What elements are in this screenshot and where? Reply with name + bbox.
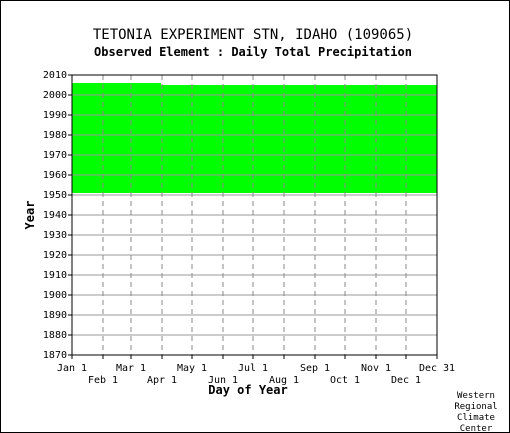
x-tick-label: Sep 1 [300,363,330,374]
y-tick-label: 1870 [43,350,67,361]
y-tick-label: 1950 [43,190,67,201]
x-tick-label: Dec 1 [391,375,421,386]
y-axis-label: Year [23,201,37,230]
x-tick-label: Jan 1 [57,363,87,374]
credit-line-1: Western [457,391,495,401]
x-tick-label: Aug 1 [269,375,299,386]
x-tick-label: Oct 1 [330,375,360,386]
plot-area: 1870 1880 1890 1900 1910 1920 1930 1940 1950 1960… [43,70,455,386]
y-tick-label: 1960 [43,170,67,181]
y-tick-label: 1910 [43,270,67,281]
y-tick-label: 2000 [43,90,67,101]
y-tick-label: 1970 [43,150,67,161]
y-tick-label: 1980 [43,130,67,141]
y-tick-label: 1890 [43,310,67,321]
y-tick-label: 1990 [43,110,67,121]
data-block [72,85,437,193]
chart-title: TETONIA EXPERIMENT STN, IDAHO (109065) [93,27,413,43]
x-tick-label: Jul 1 [238,363,268,374]
x-tick-label: Feb 1 [88,375,118,386]
x-tick-label: Dec 31 [419,363,455,374]
y-tick-label: 1920 [43,250,67,261]
data-block [131,83,161,85]
x-tick-label: Apr 1 [147,375,177,386]
y-tick-label: 1880 [43,330,67,341]
y-tick-label: 2010 [43,70,67,81]
y-tick-label: 1940 [43,210,67,221]
credit-line-4: Center [460,424,493,433]
x-tick-label: Nov 1 [361,363,391,374]
credit-line-3: Climate [457,413,495,423]
credit-line-2: Regional [454,402,497,412]
data-block [72,83,131,85]
y-tick-label: 1930 [43,230,67,241]
x-tick-label: Jun 1 [208,375,238,386]
x-tick-label: Mar 1 [116,363,146,374]
x-tick-label: May 1 [177,363,207,374]
y-tick-label: 1900 [43,290,67,301]
chart-subtitle: Observed Element : Daily Total Precipita… [94,45,412,59]
x-axis-label: Day of Year [208,383,287,397]
